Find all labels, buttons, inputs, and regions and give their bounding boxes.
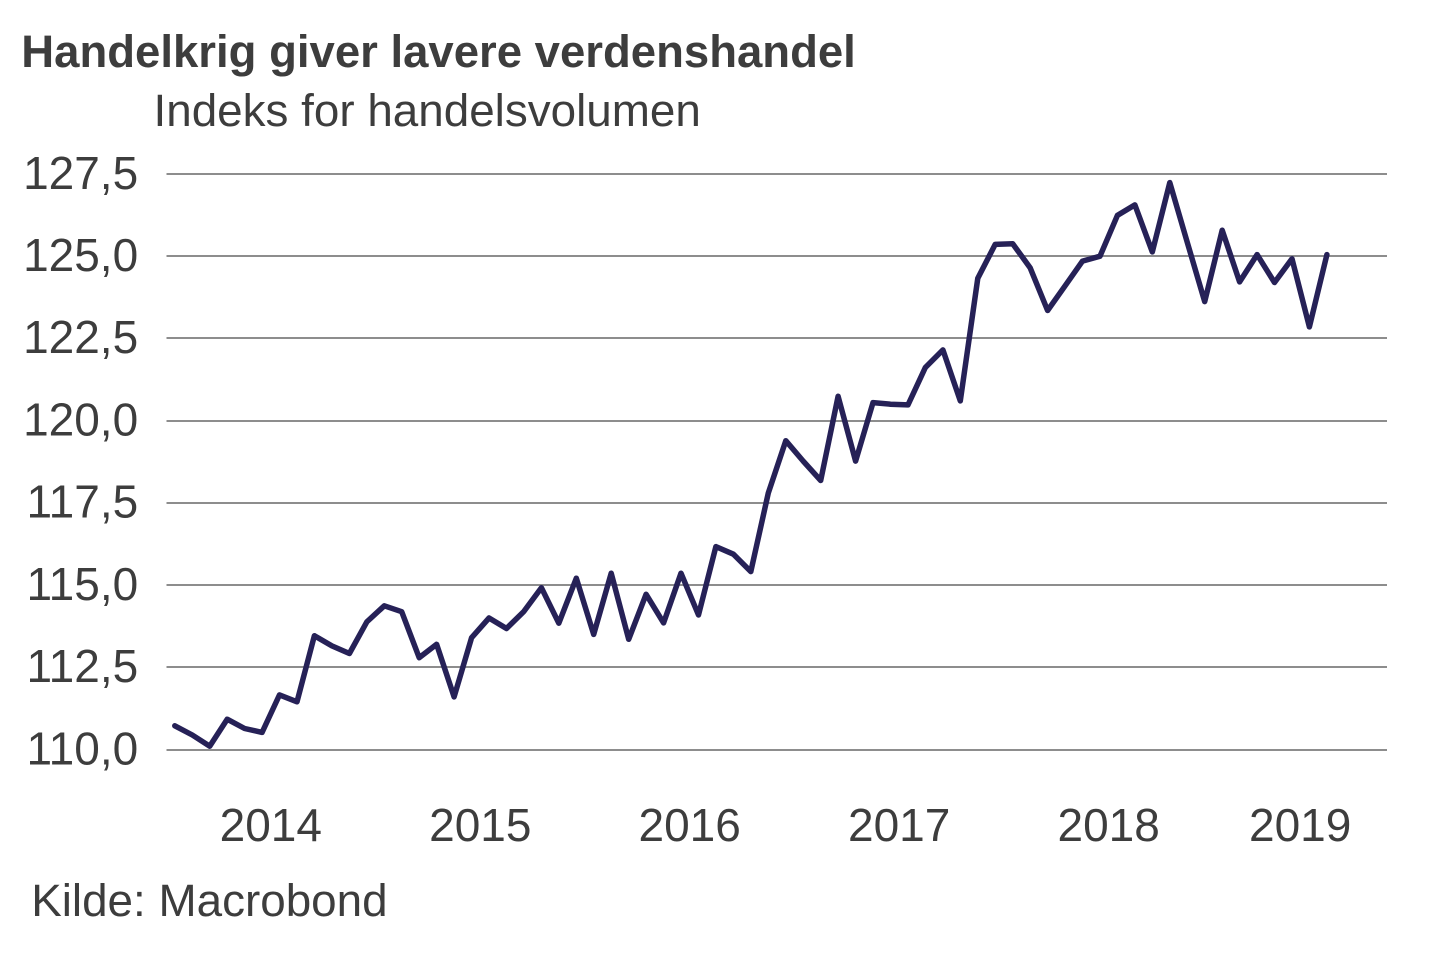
- svg-text:117,5: 117,5: [26, 476, 138, 528]
- svg-text:2014: 2014: [220, 799, 322, 851]
- svg-text:120,0: 120,0: [23, 393, 138, 445]
- svg-text:Handelkrig giver lavere verden: Handelkrig giver lavere verdenshandel: [21, 26, 856, 77]
- svg-text:2016: 2016: [639, 799, 741, 851]
- svg-text:127,5: 127,5: [23, 147, 138, 199]
- svg-text:Kilde: Macrobond: Kilde: Macrobond: [31, 875, 387, 926]
- svg-text:2017: 2017: [848, 799, 950, 851]
- svg-text:115,0: 115,0: [26, 558, 138, 610]
- svg-text:2015: 2015: [429, 799, 531, 851]
- svg-text:110,0: 110,0: [26, 722, 138, 774]
- svg-text:2019: 2019: [1249, 799, 1351, 851]
- svg-text:112,5: 112,5: [26, 640, 138, 692]
- svg-text:125,0: 125,0: [23, 229, 138, 281]
- svg-text:122,5: 122,5: [23, 311, 138, 363]
- svg-text:Indeks for handelsvolumen: Indeks for handelsvolumen: [154, 85, 701, 136]
- svg-text:2018: 2018: [1058, 799, 1160, 851]
